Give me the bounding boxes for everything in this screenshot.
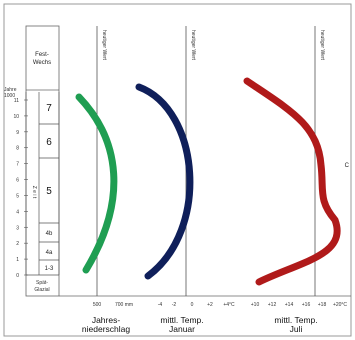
years-label-line1: Jahre xyxy=(4,87,17,93)
jan-title-line2: Januar xyxy=(169,324,195,334)
stage-6: 6 xyxy=(46,137,52,148)
precip-tick-500: 500 xyxy=(93,302,102,308)
jan-title-line1: mittl. Temp. xyxy=(160,315,203,325)
time-tick-label: 10 xyxy=(13,114,19,120)
present-label-jan: heutiger Wert xyxy=(190,30,196,61)
present-label-jul: heutiger Wert xyxy=(319,30,325,61)
precip-title-line1: Jahres- xyxy=(92,315,121,325)
jul-tick-18: +18 xyxy=(318,302,327,308)
outer-frame xyxy=(3,3,352,337)
jul-tick-20: +20°C xyxy=(333,302,347,308)
stage-7: 7 xyxy=(46,103,52,114)
jul-tick-14: +14 xyxy=(285,302,294,308)
stage-4b: 4b xyxy=(46,231,53,237)
legend-header-line1: Fest- xyxy=(35,52,49,58)
january-temp-curve xyxy=(135,83,194,280)
stage-4a: 4a xyxy=(46,250,53,256)
time-tick-label: 6 xyxy=(16,178,19,184)
jul-title-line2: Juli xyxy=(290,324,303,334)
jul-title-line1: mittl. Temp. xyxy=(274,315,317,325)
jan-tick-m2: -2 xyxy=(172,302,177,308)
stage-column: 7 6 5 4b 4a 1-3 xyxy=(26,92,60,276)
base-label-line2: Glazial xyxy=(34,287,49,293)
stage-1-3: 1-3 xyxy=(45,266,54,272)
time-axis-label: Z e i t xyxy=(31,186,37,199)
jul-tick-12: +12 xyxy=(268,302,277,308)
present-label-precip: heutiger Wert xyxy=(101,30,107,61)
time-tick-label: 4 xyxy=(16,209,19,215)
jan-tick-0: 0 xyxy=(191,302,194,308)
precipitation-curve xyxy=(75,93,118,274)
stage-5: 5 xyxy=(46,186,52,197)
jul-tick-16: +16 xyxy=(302,302,311,308)
precip-title-line2: niederschlag xyxy=(82,324,130,334)
july-temp-curve xyxy=(243,77,341,286)
time-tick-label: 0 xyxy=(16,273,19,279)
time-tick-label: 5 xyxy=(16,193,19,199)
jan-tick-m4: -4 xyxy=(158,302,163,308)
jul-tick-10: +10 xyxy=(251,302,260,308)
legend-header-line2: Wechs xyxy=(33,60,51,66)
time-tick-label: 1 xyxy=(16,257,19,263)
time-tick-label: 8 xyxy=(16,146,19,152)
years-label-line2: 1000 xyxy=(4,93,15,99)
time-axis: 0 1 2 3 4 5 6 7 8 9 10 11 xyxy=(13,92,28,279)
time-tick-label: 2 xyxy=(16,241,19,247)
time-tick-label: 3 xyxy=(16,225,19,231)
time-tick-label: 11 xyxy=(14,98,19,104)
base-label-line1: Spät- xyxy=(36,280,48,286)
jan-tick-p2: +2 xyxy=(207,302,213,308)
legend-column-frame xyxy=(25,25,60,297)
right-edge-fragment: C xyxy=(345,163,350,169)
time-tick-label: 7 xyxy=(16,162,19,168)
jan-tick-p4: +4°C xyxy=(223,302,235,308)
precip-tick-700: 700 mm xyxy=(115,302,133,308)
time-tick-label: 9 xyxy=(16,130,19,136)
